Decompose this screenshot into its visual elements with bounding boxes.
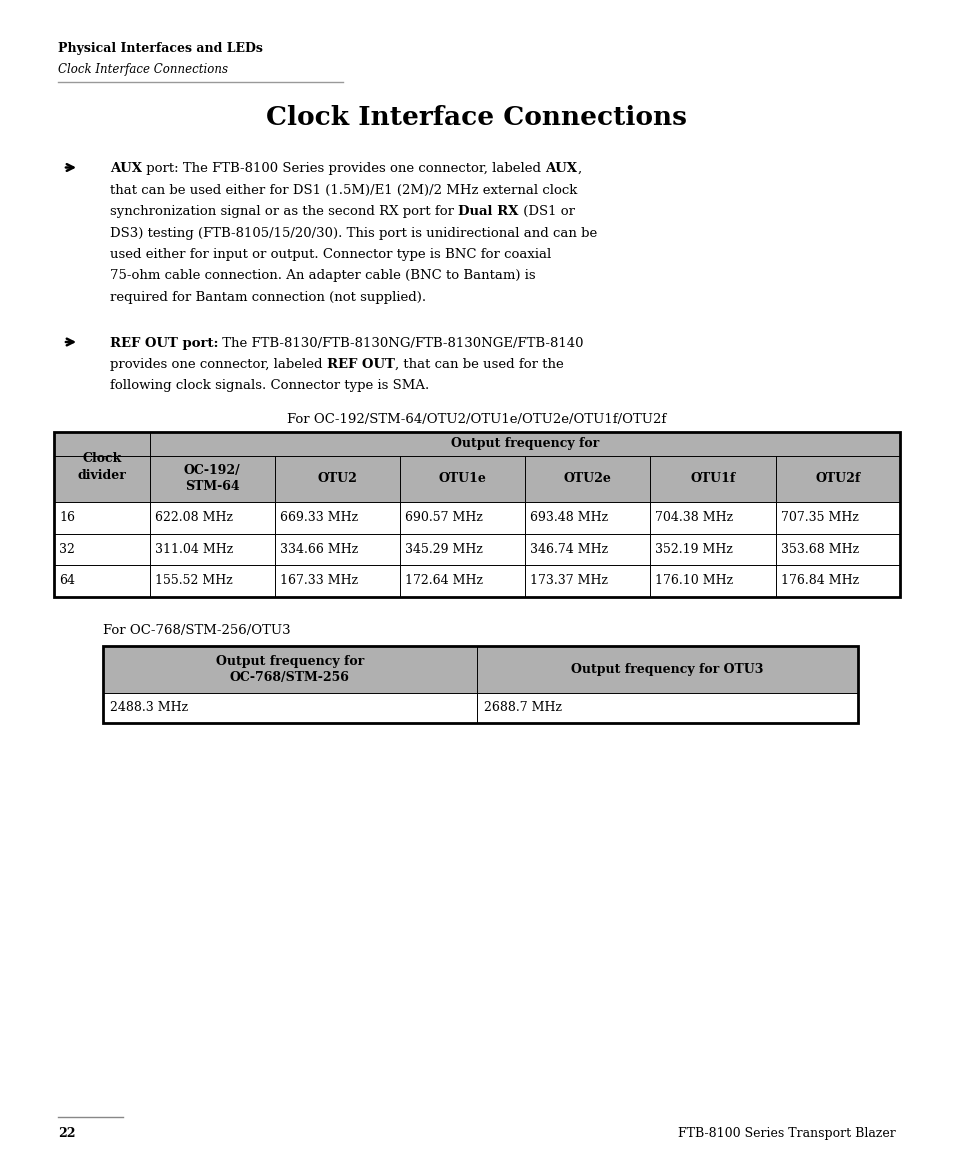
Text: FTB-8100 Series Transport Blazer: FTB-8100 Series Transport Blazer: [678, 1127, 895, 1140]
Text: Clock
divider: Clock divider: [77, 452, 126, 482]
Text: 704.38 MHz: 704.38 MHz: [655, 511, 733, 524]
Text: that can be used either for DS1 (1.5M)/E1 (2M)/2 MHz external clock: that can be used either for DS1 (1.5M)/E…: [110, 183, 577, 197]
Text: OTU2e: OTU2e: [563, 472, 611, 486]
Text: 167.33 MHz: 167.33 MHz: [279, 574, 357, 588]
Text: 690.57 MHz: 690.57 MHz: [405, 511, 482, 524]
Text: DS3) testing (FTB-8105/15/20/30). This port is unidirectional and can be: DS3) testing (FTB-8105/15/20/30). This p…: [110, 226, 597, 240]
Text: 2488.3 MHz: 2488.3 MHz: [110, 701, 188, 714]
Text: 346.74 MHz: 346.74 MHz: [530, 542, 608, 556]
Text: 32: 32: [59, 542, 74, 556]
Text: 693.48 MHz: 693.48 MHz: [530, 511, 608, 524]
Text: 622.08 MHz: 622.08 MHz: [154, 511, 233, 524]
Text: 155.52 MHz: 155.52 MHz: [154, 574, 233, 588]
Text: OTU1e: OTU1e: [438, 472, 486, 486]
Text: 669.33 MHz: 669.33 MHz: [279, 511, 357, 524]
Text: OC-192/
STM-64: OC-192/ STM-64: [184, 465, 240, 494]
Text: Output frequency for OTU3: Output frequency for OTU3: [571, 663, 762, 676]
Text: Output frequency for: Output frequency for: [450, 437, 598, 450]
Text: 64: 64: [59, 574, 75, 588]
Text: 345.29 MHz: 345.29 MHz: [405, 542, 482, 556]
Bar: [54, 432, 899, 502]
Bar: [54, 533, 899, 564]
Text: provides one connector, labeled: provides one connector, labeled: [110, 358, 327, 371]
Text: AUX: AUX: [110, 162, 142, 175]
Text: Output frequency for
OC-768/STM-256: Output frequency for OC-768/STM-256: [215, 655, 364, 684]
Text: 75-ohm cable connection. An adapter cable (BNC to Bantam) is: 75-ohm cable connection. An adapter cabl…: [110, 270, 535, 283]
Bar: [54, 502, 899, 533]
Text: 22: 22: [58, 1127, 75, 1140]
Text: Clock Interface Connections: Clock Interface Connections: [266, 105, 687, 130]
Text: The FTB-8130/FTB-8130NG/FTB-8130NGE/FTB-8140: The FTB-8130/FTB-8130NG/FTB-8130NGE/FTB-…: [218, 336, 583, 350]
Text: following clock signals. Connector type is SMA.: following clock signals. Connector type …: [110, 379, 429, 393]
Text: OTU2f: OTU2f: [815, 472, 860, 486]
Text: 2688.7 MHz: 2688.7 MHz: [483, 701, 561, 714]
Text: 172.64 MHz: 172.64 MHz: [405, 574, 482, 588]
Bar: [103, 646, 857, 692]
Text: 311.04 MHz: 311.04 MHz: [154, 542, 233, 556]
Text: REF OUT port:: REF OUT port:: [110, 336, 218, 350]
Text: OTU2: OTU2: [317, 472, 357, 486]
Text: 707.35 MHz: 707.35 MHz: [780, 511, 858, 524]
Text: required for Bantam connection (not supplied).: required for Bantam connection (not supp…: [110, 291, 426, 304]
Bar: [103, 646, 857, 722]
Text: For OC-192/STM-64/OTU2/OTU1e/OTU2e/OTU1f/OTU2f: For OC-192/STM-64/OTU2/OTU1e/OTU2e/OTU1f…: [287, 413, 666, 427]
Text: used either for input or output. Connector type is BNC for coaxial: used either for input or output. Connect…: [110, 248, 551, 261]
Text: REF OUT: REF OUT: [327, 358, 395, 371]
Text: Physical Interfaces and LEDs: Physical Interfaces and LEDs: [58, 42, 263, 54]
Text: AUX: AUX: [545, 162, 577, 175]
Text: 353.68 MHz: 353.68 MHz: [780, 542, 858, 556]
Text: , that can be used for the: , that can be used for the: [395, 358, 563, 371]
Text: (DS1 or: (DS1 or: [518, 205, 574, 218]
Bar: [54, 432, 899, 597]
Text: port: The FTB-8100 Series provides one connector, labeled: port: The FTB-8100 Series provides one c…: [142, 162, 545, 175]
Text: 173.37 MHz: 173.37 MHz: [530, 574, 608, 588]
Text: 334.66 MHz: 334.66 MHz: [279, 542, 357, 556]
Text: ,: ,: [577, 162, 580, 175]
Bar: [54, 564, 899, 597]
Text: synchronization signal or as the second RX port for: synchronization signal or as the second …: [110, 205, 457, 218]
Text: 352.19 MHz: 352.19 MHz: [655, 542, 733, 556]
Text: Clock Interface Connections: Clock Interface Connections: [58, 63, 228, 76]
Text: 176.84 MHz: 176.84 MHz: [780, 574, 858, 588]
Bar: [103, 692, 857, 722]
Text: OTU1f: OTU1f: [690, 472, 735, 486]
Text: For OC-768/STM-256/OTU3: For OC-768/STM-256/OTU3: [103, 624, 291, 636]
Text: Dual RX: Dual RX: [457, 205, 518, 218]
Text: 176.10 MHz: 176.10 MHz: [655, 574, 733, 588]
Text: 16: 16: [59, 511, 75, 524]
